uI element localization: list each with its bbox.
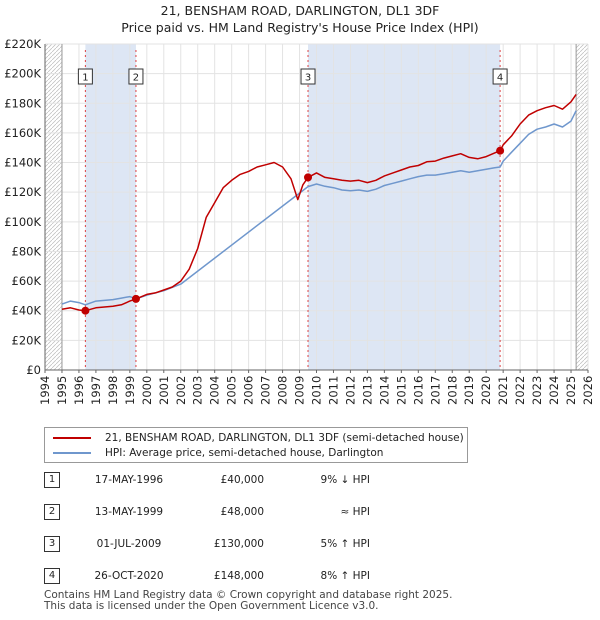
transaction-price: £148,000 <box>213 570 264 582</box>
x-tick-label: 1997 <box>89 376 103 405</box>
y-tick-label: £200K <box>4 67 41 81</box>
x-tick-label: 2018 <box>445 376 459 405</box>
transaction-row: 2 13-MAY-1999 £48,000 ≈ HPI <box>44 504 464 522</box>
hpi-line <box>61 110 577 306</box>
transaction-label-box-2 <box>128 68 144 85</box>
y-tick-label: £60K <box>12 274 42 288</box>
x-tick-label: 2012 <box>343 376 357 405</box>
pre-data-hatch-region <box>45 44 62 370</box>
x-tick-label: 2020 <box>479 376 493 405</box>
x-tick-label: 2000 <box>140 376 154 405</box>
x-tick-label: 2025 <box>564 376 578 405</box>
shaded-period-2 <box>308 44 501 370</box>
transaction-label-4: 4 <box>497 73 503 84</box>
y-tick-label: £160K <box>4 126 41 140</box>
legend-item-hpi: HPI: Average price, semi-detached house,… <box>53 446 383 460</box>
y-tick-label: £100K <box>4 215 41 229</box>
x-tick-label: 2014 <box>377 376 391 405</box>
x-tick-label: 2003 <box>191 376 205 405</box>
x-tick-label: 2026 <box>581 376 595 405</box>
x-tick-label: 2017 <box>428 376 442 405</box>
transaction-point-3 <box>304 173 313 182</box>
y-tick-label: £20K <box>12 333 42 347</box>
legend-item-price: 21, BENSHAM ROAD, DARLINGTON, DL1 3DF (s… <box>53 431 464 445</box>
transaction-date: 26-OCT-2020 <box>94 570 164 582</box>
x-tick-label: 2004 <box>208 376 222 405</box>
x-tick-label: 1994 <box>38 376 52 405</box>
chart-title: 21, BENSHAM ROAD, DARLINGTON, DL1 3DF <box>160 3 440 18</box>
chart-subtitle: Price paid vs. HM Land Registry's House … <box>121 20 479 35</box>
footer-copyright: Contains HM Land Registry data © Crown c… <box>44 589 453 601</box>
transaction-date: 01-JUL-2009 <box>96 538 162 550</box>
transaction-label-2: 2 <box>133 73 139 84</box>
transaction-row: 1 17-MAY-1996 £40,000 9% ↓ HPI <box>44 472 464 490</box>
x-tick-label: 1999 <box>123 376 137 405</box>
transaction-hpi-diff: 5% ↑ HPI <box>320 538 370 550</box>
x-tick-label: 2019 <box>462 376 476 405</box>
transaction-number-badge: 4 <box>44 568 60 584</box>
transaction-row: 3 01-JUL-2009 £130,000 5% ↑ HPI <box>44 536 464 554</box>
chart-legend: 21, BENSHAM ROAD, DARLINGTON, DL1 3DF (s… <box>44 427 468 463</box>
x-tick-label: 2009 <box>293 376 307 405</box>
x-tick-label: 1998 <box>106 376 120 405</box>
transaction-label-box-1 <box>77 68 93 85</box>
transaction-point-2 <box>131 294 140 303</box>
x-tick-label: 2024 <box>547 376 561 405</box>
y-tick-label: £220K <box>4 37 41 51</box>
transaction-price: £130,000 <box>213 538 264 550</box>
transaction-date: 17-MAY-1996 <box>94 474 164 486</box>
shaded-period-1 <box>85 44 136 370</box>
y-tick-label: £0 <box>26 363 41 377</box>
transaction-hpi-diff: 9% ↓ HPI <box>320 474 370 486</box>
x-tick-label: 2001 <box>157 376 171 405</box>
transaction-hpi-diff: ≈ HPI <box>340 506 370 518</box>
transaction-number-badge: 2 <box>44 504 60 520</box>
transaction-number-badge: 1 <box>44 472 60 488</box>
transaction-price: £48,000 <box>220 506 264 518</box>
x-tick-label: 2022 <box>513 376 527 405</box>
x-tick-label: 1996 <box>72 376 86 405</box>
price-chart: 1 2 3 4 £0 £20K £40K £60K £80K £100K £120K £140K £16… <box>4 37 595 405</box>
transaction-date: 13-MAY-1999 <box>94 506 164 518</box>
x-tick-label: 2005 <box>225 376 239 405</box>
legend-swatch-hpi <box>53 452 91 454</box>
transaction-label-box-3 <box>300 68 316 85</box>
y-tick-label: £140K <box>4 156 41 170</box>
future-hatch-region <box>576 44 588 370</box>
y-tick-label: £180K <box>4 96 41 110</box>
x-tick-label: 2015 <box>394 376 408 405</box>
x-tick-label: 2008 <box>276 376 290 405</box>
x-tick-label: 2013 <box>360 376 374 405</box>
legend-swatch-price <box>53 437 91 439</box>
x-tick-label: 2006 <box>242 376 256 405</box>
x-tick-label: 2002 <box>174 376 188 405</box>
x-tick-label: 2021 <box>496 376 510 405</box>
legend-label-hpi: HPI: Average price, semi-detached house,… <box>105 447 384 459</box>
transaction-row: 4 26-OCT-2020 £148,000 8% ↑ HPI <box>44 568 464 586</box>
x-tick-label: 2010 <box>310 376 324 405</box>
transaction-label-3: 3 <box>305 73 311 84</box>
transaction-label-box-4 <box>492 68 508 85</box>
x-tick-label: 2016 <box>411 376 425 405</box>
x-tick-label: 2011 <box>326 376 340 405</box>
transaction-point-4 <box>496 146 505 155</box>
x-tick-label: 2007 <box>259 376 273 405</box>
transaction-label-1: 1 <box>82 73 88 84</box>
x-tick-label: 2023 <box>530 376 544 405</box>
footer-licence: This data is licensed under the Open Gov… <box>44 600 379 612</box>
y-tick-label: £120K <box>4 185 41 199</box>
legend-label-price: 21, BENSHAM ROAD, DARLINGTON, DL1 3DF (s… <box>105 432 464 444</box>
footer: Contains HM Land Registry data © Crown c… <box>44 590 452 612</box>
transaction-price: £40,000 <box>220 474 264 486</box>
transaction-point-1 <box>81 306 90 315</box>
y-tick-label: £40K <box>12 304 42 318</box>
x-tick-label: 1995 <box>55 376 69 405</box>
transaction-hpi-diff: 8% ↑ HPI <box>320 570 370 582</box>
y-tick-label: £80K <box>12 244 42 258</box>
transaction-number-badge: 3 <box>44 536 60 552</box>
